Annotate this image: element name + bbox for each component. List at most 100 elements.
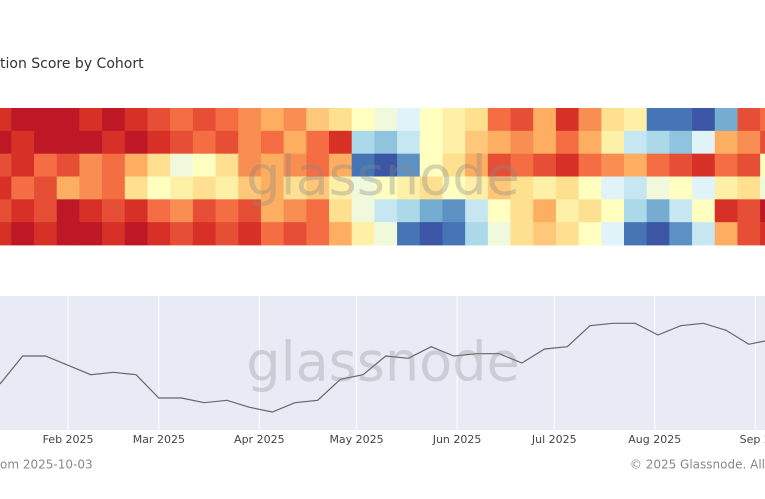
heat-cell: [578, 130, 602, 155]
heat-cell: [760, 130, 765, 155]
heat-cell: [397, 222, 421, 246]
heat-cell: [601, 199, 625, 223]
heat-cell: [192, 130, 217, 155]
heat-cell: [442, 153, 466, 177]
heat-cell: [102, 108, 126, 132]
heat-cell: [510, 176, 534, 200]
heat-cell: [714, 199, 739, 223]
heatmap: [0, 108, 765, 246]
heat-cell: [510, 108, 534, 132]
heat-cell: [578, 108, 602, 132]
heat-cell: [79, 176, 103, 200]
heat-cell: [215, 153, 239, 177]
heat-cell: [465, 222, 489, 246]
heat-cell: [79, 108, 103, 132]
heat-cell: [34, 199, 58, 223]
heat-cell: [260, 222, 285, 246]
heat-cell: [147, 176, 171, 200]
heat-cell: [147, 222, 171, 246]
heat-cell: [374, 222, 398, 246]
heat-cell: [260, 199, 285, 223]
heat-cell: [623, 176, 648, 200]
heat-cell: [737, 153, 761, 177]
heat-cell: [760, 108, 765, 132]
heat-cell: [419, 153, 444, 177]
heat-cell: [102, 176, 126, 200]
heat-cell: [419, 108, 444, 132]
price-panel: [0, 296, 765, 430]
heat-cell: [329, 108, 353, 132]
heat-cell: [601, 222, 625, 246]
price-line: [0, 322, 765, 413]
heat-cell: [555, 222, 580, 246]
heat-cell: [0, 130, 12, 155]
heat-cell: [192, 108, 217, 132]
heat-cell: [555, 153, 580, 177]
heat-cell: [192, 176, 217, 200]
heat-cell: [374, 176, 398, 200]
heat-cell: [555, 108, 580, 132]
heat-cell: [215, 222, 239, 246]
heat-cell: [510, 153, 534, 177]
heat-cell: [465, 153, 489, 177]
heat-cell: [11, 176, 35, 200]
heat-cell: [283, 130, 307, 155]
heat-cell: [0, 199, 12, 223]
heat-cell: [397, 176, 421, 200]
heat-cell: [170, 108, 194, 132]
heat-cell: [79, 130, 103, 155]
heat-cell: [260, 176, 285, 200]
heat-cell: [374, 130, 398, 155]
heat-cell: [623, 130, 648, 155]
heat-cell: [79, 222, 103, 246]
heat-cell: [260, 130, 285, 155]
heat-cell: [238, 108, 262, 132]
heat-cell: [646, 153, 670, 177]
heat-cell: [238, 153, 262, 177]
heat-cell: [11, 222, 35, 246]
heat-cell: [238, 199, 262, 223]
heat-cell: [34, 222, 58, 246]
heat-cell: [397, 108, 421, 132]
footer-right: © 2025 Glassnode. All: [630, 458, 765, 472]
heat-cell: [601, 153, 625, 177]
watermark: glassnode: [246, 331, 519, 394]
heat-cell: [623, 199, 648, 223]
heat-cell: [215, 108, 239, 132]
heat-cell: [306, 130, 330, 155]
heat-cell: [351, 222, 375, 246]
heat-cell: [714, 108, 739, 132]
heat-cell: [714, 222, 739, 246]
heat-cell: [102, 199, 126, 223]
heat-cell: [56, 176, 81, 200]
heat-cell: [487, 108, 512, 132]
heat-cell: [737, 130, 761, 155]
heat-cell: [215, 176, 239, 200]
heat-cell: [760, 176, 765, 200]
heat-cell: [374, 199, 398, 223]
heat-cell: [283, 222, 307, 246]
heat-cell: [34, 176, 58, 200]
heat-cell: [646, 108, 670, 132]
heat-cell: [533, 222, 557, 246]
footer-left: om 2025-10-03: [0, 458, 93, 472]
heat-cell: [56, 199, 81, 223]
heat-cell: [11, 130, 35, 155]
heat-cell: [487, 222, 512, 246]
heat-cell: [555, 130, 580, 155]
heat-cell: [170, 222, 194, 246]
heat-cell: [56, 222, 81, 246]
heat-cell: [238, 130, 262, 155]
heat-cell: [714, 176, 739, 200]
heat-cell: [487, 176, 512, 200]
heat-cell: [601, 130, 625, 155]
heat-cell: [124, 153, 149, 177]
heat-cell: [692, 108, 716, 132]
heat-cell: [306, 108, 330, 132]
heat-cell: [714, 130, 739, 155]
heat-cell: [102, 130, 126, 155]
heat-cell: [578, 199, 602, 223]
heat-cell: [669, 199, 693, 223]
heat-cell: [11, 199, 35, 223]
